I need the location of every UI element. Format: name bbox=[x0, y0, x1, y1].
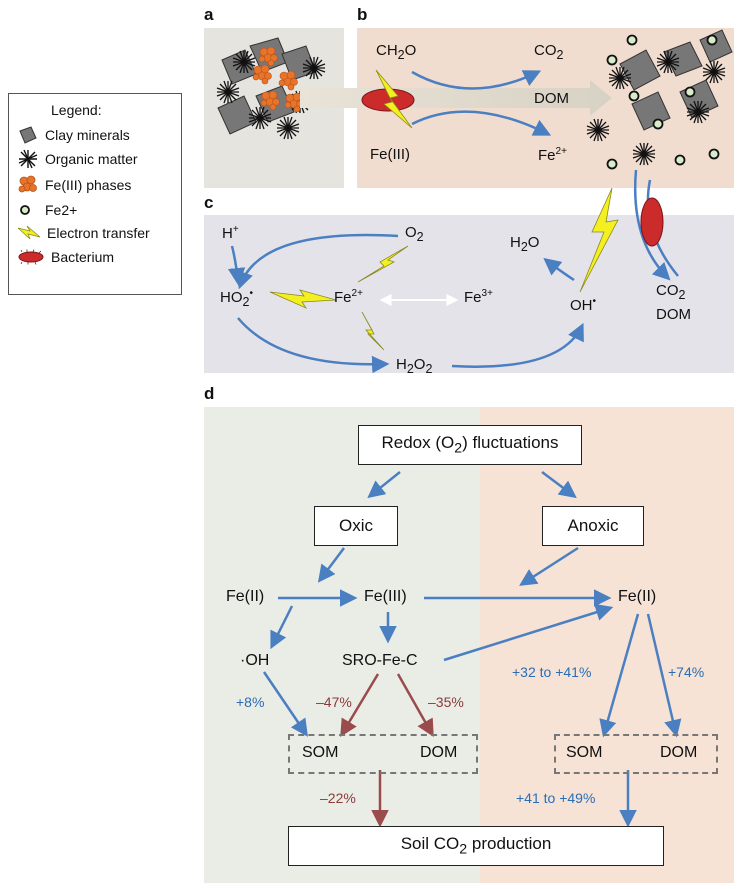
dom-label-b: DOM bbox=[534, 90, 569, 107]
clay-mineral-icon bbox=[19, 126, 37, 144]
lightning-icon bbox=[17, 225, 41, 240]
legend-title: Legend: bbox=[51, 102, 102, 118]
soil-co2-label: Soil CO2 production bbox=[400, 834, 552, 858]
fe3-phase-icon bbox=[18, 175, 37, 193]
legend-item-clay: Clay minerals bbox=[17, 124, 130, 146]
redox-label: Redox (O2) fluctuations bbox=[381, 433, 559, 457]
oh-d-label: ·OH bbox=[240, 652, 270, 669]
h-plus-label: H+ bbox=[222, 224, 239, 242]
pct-left-co2: –22% bbox=[320, 790, 356, 806]
oxic-box: Oxic bbox=[314, 506, 398, 546]
co2-label-c: CO2 bbox=[656, 282, 686, 302]
anoxic-label: Anoxic bbox=[567, 516, 619, 535]
panel-c-big-lightning bbox=[579, 187, 619, 293]
h2o2-label: H2O2 bbox=[396, 356, 433, 376]
panel-b-clay-cluster bbox=[586, 29, 733, 170]
dom-left-label: DOM bbox=[420, 744, 458, 761]
fe2-label-b: Fe2+ bbox=[538, 146, 567, 164]
panel-c-letter: c bbox=[204, 193, 214, 212]
dom-right-label: DOM bbox=[660, 744, 698, 761]
panel-b-letter: b bbox=[357, 5, 368, 24]
panel-c-lightning-1 bbox=[269, 289, 337, 309]
panel-a-clay-cluster bbox=[216, 37, 326, 140]
fe3-label-c: Fe3+ bbox=[464, 288, 493, 306]
fe2-right-label: Fe(II) bbox=[618, 588, 657, 605]
som-right-label: SOM bbox=[566, 744, 603, 761]
right-som-dom-box bbox=[554, 734, 718, 774]
legend-item-organic: Organic matter bbox=[17, 148, 138, 170]
legend-label: Clay minerals bbox=[45, 127, 130, 143]
ch2o-label: CH2O bbox=[376, 42, 417, 62]
pct-sro-som: –47% bbox=[316, 694, 352, 710]
fe3-center-label: Fe(III) bbox=[364, 588, 407, 605]
oh-radical-label: OH• bbox=[570, 296, 597, 314]
pct-oh-som: +8% bbox=[236, 694, 265, 710]
legend-label: Organic matter bbox=[45, 151, 138, 167]
legend-item-fe2: Fe2+ bbox=[17, 199, 77, 221]
panel-c-lightning-3 bbox=[361, 311, 385, 351]
oxic-label: Oxic bbox=[339, 516, 373, 535]
fe2-left-label: Fe(II) bbox=[226, 588, 265, 605]
pct-right-co2: +41 to +49% bbox=[516, 790, 596, 806]
fe2-label-c: Fe2+ bbox=[334, 288, 363, 306]
panel-c-bacterium bbox=[640, 197, 664, 247]
legend-item-electron: Electron transfer bbox=[17, 222, 150, 244]
panel-b-lightning bbox=[375, 69, 413, 129]
panel-d-left-background bbox=[204, 407, 480, 883]
legend-label: Bacterium bbox=[51, 249, 115, 265]
co2-label-b: CO2 bbox=[534, 42, 564, 62]
fe2-ion-icon bbox=[20, 205, 30, 215]
legend-label: Fe2+ bbox=[45, 202, 78, 218]
dom-label-c: DOM bbox=[656, 306, 691, 323]
soil-co2-production-box: Soil CO2 production bbox=[288, 826, 664, 866]
som-left-label: SOM bbox=[302, 744, 339, 761]
bacterium-icon bbox=[18, 249, 44, 265]
o2-label: O2 bbox=[405, 224, 424, 244]
legend-label: Fe(III) phases bbox=[45, 177, 132, 193]
panel-a-letter: a bbox=[204, 5, 214, 24]
panel-c-lightning-2 bbox=[357, 245, 409, 283]
ho2-label: HO2• bbox=[220, 288, 253, 309]
organic-matter-icon bbox=[18, 149, 38, 169]
redox-fluctuations-box: Redox (O2) fluctuations bbox=[358, 425, 582, 465]
legend-item-bacterium: Bacterium bbox=[17, 246, 114, 268]
panel-d-right-background bbox=[480, 407, 734, 883]
h2o-label: H2O bbox=[510, 234, 540, 254]
pct-fe2-dom: +74% bbox=[668, 664, 705, 680]
anoxic-box: Anoxic bbox=[542, 506, 644, 546]
pct-sro-dom: –35% bbox=[428, 694, 464, 710]
legend: Legend: Clay minerals Organic matter Fe(… bbox=[8, 93, 182, 295]
legend-item-fe3: Fe(III) phases bbox=[17, 174, 131, 196]
pct-fe2-som: +32 to +41% bbox=[512, 664, 592, 680]
sro-fe-c-label: SRO-Fe-C bbox=[342, 652, 418, 669]
legend-label: Electron transfer bbox=[47, 225, 150, 241]
fe3-label-b: Fe(III) bbox=[370, 146, 410, 163]
left-som-dom-box bbox=[288, 734, 478, 774]
panel-d-letter: d bbox=[204, 384, 215, 403]
